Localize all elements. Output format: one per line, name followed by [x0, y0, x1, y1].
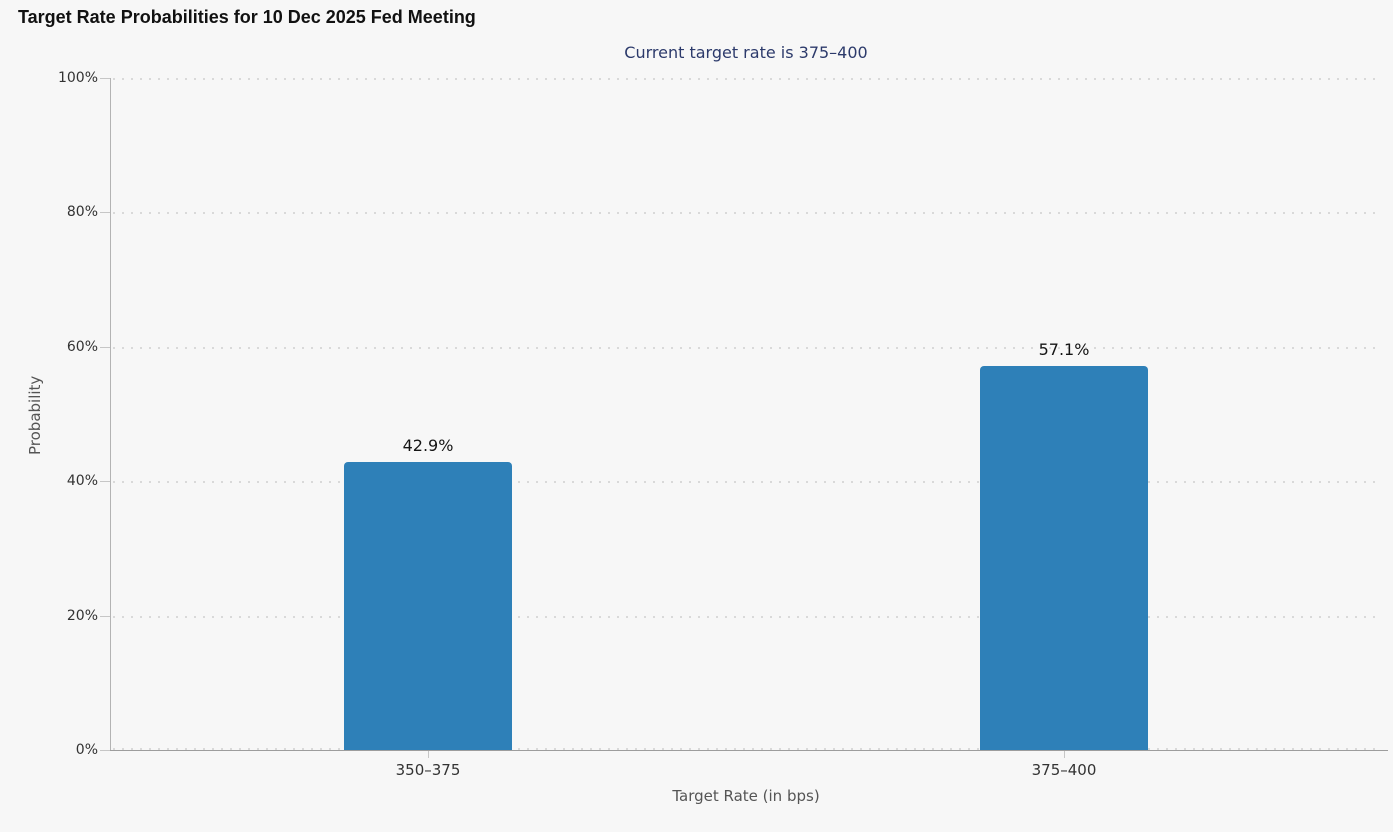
gridline-60%: [113, 346, 1382, 349]
gridline-20%: [113, 615, 1382, 618]
bar-value-label: 57.1%: [1038, 340, 1090, 360]
x-tick: [428, 751, 429, 758]
x-category-label: 375–400: [1031, 761, 1097, 779]
y-tick: [100, 481, 110, 483]
y-axis-line: [110, 78, 111, 750]
y-tick-label: 80%: [66, 204, 98, 221]
bar-350-375[interactable]: [344, 461, 512, 750]
y-tick: [100, 78, 110, 79]
x-tick: [1064, 751, 1065, 758]
x-axis-line: [110, 750, 1388, 751]
y-tick: [100, 750, 110, 751]
gridline-40%: [113, 481, 1382, 484]
y-tick: [100, 212, 110, 214]
y-tick-label: 100%: [57, 70, 98, 86]
bar-375-400[interactable]: [980, 366, 1148, 750]
plot-area: 42.9% 57.1%: [100, 78, 1388, 758]
gridline-0%: [113, 748, 1382, 750]
y-tick-label: 60%: [66, 338, 98, 355]
y-tick: [100, 346, 110, 348]
y-tick-label: 20%: [66, 607, 98, 624]
x-axis-title: Target Rate (in bps): [672, 787, 820, 805]
gridline-100%: [113, 78, 1382, 80]
gridline-80%: [113, 212, 1382, 215]
y-tick: [100, 615, 110, 617]
chart-title: Target Rate Probabilities for 10 Dec 202…: [18, 7, 476, 27]
x-category-label: 350–375: [395, 761, 461, 779]
bar-value-label: 42.9%: [402, 435, 454, 455]
y-tick-label: 40%: [66, 473, 98, 490]
y-axis-title: Probability: [26, 375, 44, 455]
y-tick-label: 0%: [75, 742, 98, 758]
chart-subtitle: Current target rate is 375–400: [624, 43, 868, 62]
